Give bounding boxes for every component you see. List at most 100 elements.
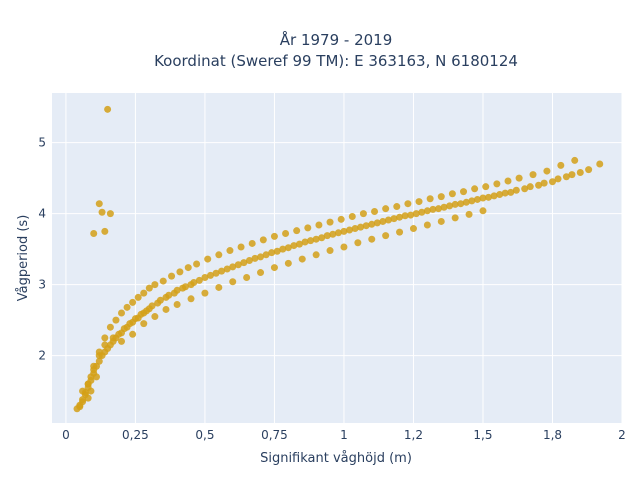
data-point	[237, 243, 245, 251]
data-point	[334, 229, 342, 237]
data-point	[493, 180, 501, 188]
data-point	[215, 251, 223, 259]
data-point	[404, 200, 412, 208]
data-point	[440, 203, 448, 211]
data-point	[284, 244, 292, 252]
data-point	[390, 215, 398, 223]
data-point	[201, 274, 209, 282]
data-point	[248, 239, 256, 247]
data-point	[226, 247, 234, 255]
data-point	[176, 268, 184, 276]
data-point	[412, 210, 420, 218]
data-point	[312, 251, 320, 259]
data-point	[340, 243, 348, 251]
data-point	[373, 219, 381, 227]
data-point	[396, 213, 404, 221]
data-point	[223, 265, 231, 273]
data-point	[126, 320, 134, 328]
data-point	[418, 208, 426, 216]
data-point	[368, 235, 376, 243]
data-point	[485, 193, 493, 201]
data-point	[106, 323, 114, 331]
data-point	[284, 259, 292, 267]
data-point	[159, 277, 167, 285]
x-tick-label: 1	[340, 428, 348, 442]
data-point	[496, 190, 504, 198]
data-point	[273, 247, 281, 255]
data-point	[576, 168, 584, 176]
data-point	[298, 255, 306, 263]
y-tick-label: 2	[38, 349, 46, 363]
data-point	[507, 188, 515, 196]
data-point	[301, 238, 309, 246]
data-point	[354, 239, 362, 247]
chart-title-line-2: Koordinat (Sweref 99 TM): E 363163, N 61…	[154, 52, 518, 70]
plot-area	[52, 93, 622, 423]
data-point	[282, 230, 290, 238]
data-point	[423, 221, 431, 229]
data-point	[426, 195, 434, 203]
data-point	[396, 228, 404, 236]
data-point	[326, 247, 334, 255]
data-point	[90, 366, 98, 374]
data-point	[173, 300, 181, 308]
data-point	[112, 316, 120, 324]
data-point	[490, 192, 498, 200]
data-point	[384, 216, 392, 224]
data-point	[479, 194, 487, 202]
data-point	[218, 267, 226, 275]
x-axis-title: Signifikant våghöjd (m)	[260, 451, 412, 466]
data-point	[206, 271, 214, 279]
data-point	[526, 183, 534, 191]
data-point	[407, 211, 415, 219]
data-point	[148, 302, 156, 310]
y-tick-label: 4	[38, 207, 46, 221]
data-point	[543, 167, 551, 175]
scatter-points	[73, 105, 604, 413]
data-point	[382, 205, 390, 213]
data-point	[201, 289, 209, 297]
data-point	[245, 256, 253, 264]
data-point	[173, 286, 181, 294]
data-point	[554, 175, 562, 183]
data-point	[98, 208, 106, 216]
data-point	[423, 207, 431, 215]
data-point	[529, 171, 537, 179]
data-point	[504, 177, 512, 185]
y-tick-label: 5	[38, 136, 46, 150]
data-point	[145, 284, 153, 292]
data-point	[326, 218, 334, 226]
data-point	[437, 217, 445, 225]
data-point	[118, 309, 126, 317]
data-point	[268, 249, 276, 257]
data-point	[79, 396, 87, 404]
data-point	[101, 341, 109, 349]
data-point	[270, 232, 278, 240]
data-point	[409, 225, 417, 233]
data-point	[162, 305, 170, 313]
data-point	[471, 185, 479, 193]
data-point	[451, 200, 459, 208]
data-point	[257, 269, 265, 277]
data-point	[521, 185, 529, 193]
data-point	[229, 278, 237, 286]
data-point	[346, 226, 354, 234]
data-point	[323, 232, 331, 240]
data-point	[123, 303, 131, 311]
data-point	[87, 387, 95, 395]
data-point	[279, 245, 287, 253]
data-point	[76, 401, 84, 409]
x-tick-label: 1,5	[473, 428, 492, 442]
data-point	[109, 334, 117, 342]
data-point	[251, 254, 259, 262]
x-tick-label: 2	[618, 428, 626, 442]
data-point	[79, 387, 87, 395]
y-tick-labels: 2 3 4 5	[38, 136, 46, 363]
chart-title-line-1: År 1979 - 2019	[280, 30, 393, 49]
data-point	[293, 227, 301, 235]
data-point	[357, 223, 365, 231]
x-tick-label: 0,25	[122, 428, 149, 442]
data-point	[137, 310, 145, 318]
data-point	[307, 237, 315, 245]
data-point	[143, 307, 151, 315]
